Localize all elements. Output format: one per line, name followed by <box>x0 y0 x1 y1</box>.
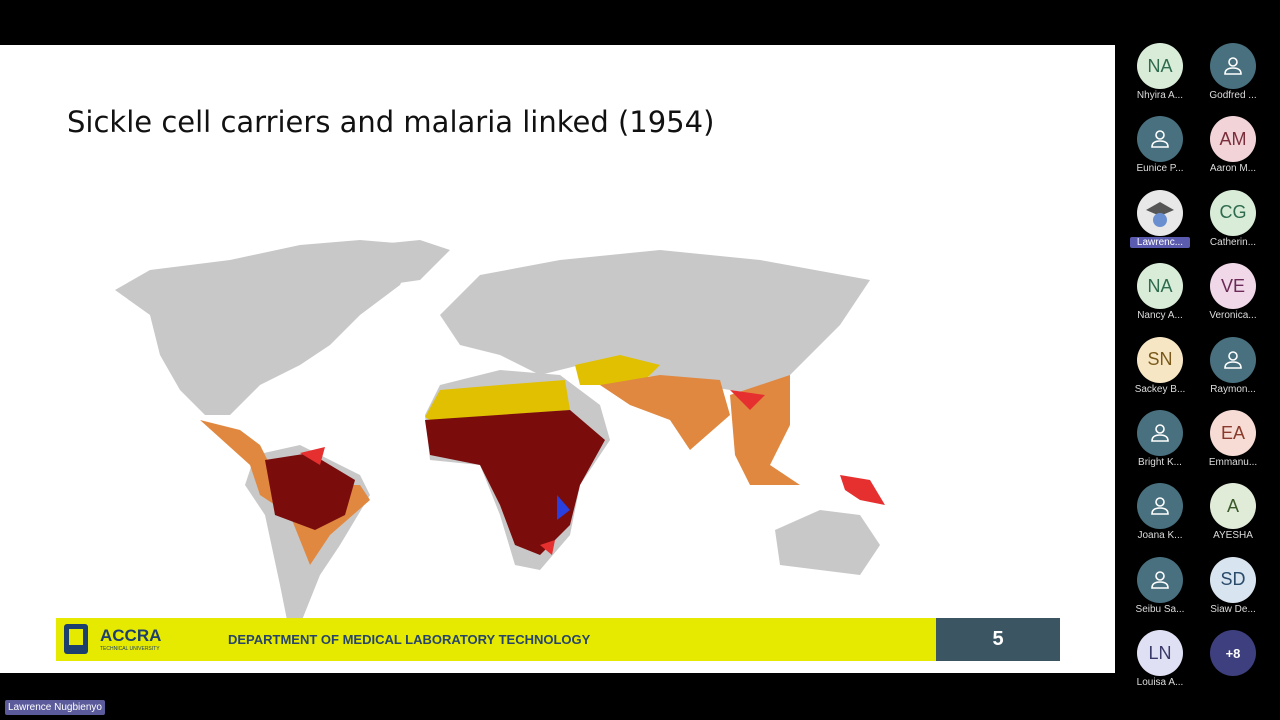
participant-name: Nancy A... <box>1137 310 1183 322</box>
participant-name: Bright K... <box>1138 457 1182 468</box>
avatar: CG <box>1210 189 1256 236</box>
participant-name: Lawrenc... <box>1130 236 1190 248</box>
participant[interactable]: Bright K... <box>1123 410 1197 468</box>
avatar: VE <box>1210 263 1256 310</box>
logo-name: ACCRA <box>100 626 162 645</box>
participant-name: Aaron M... <box>1209 163 1257 175</box>
avatar: SN <box>1137 336 1183 383</box>
participant[interactable]: NA Nancy A... <box>1123 263 1197 321</box>
participant[interactable]: Raymon... <box>1196 336 1270 395</box>
avatar: NA <box>1137 263 1183 310</box>
world-map <box>115 240 885 635</box>
more-count[interactable]: +8 <box>1210 630 1256 677</box>
avatar: NA <box>1137 43 1183 89</box>
participant-name: Catherin... <box>1209 236 1257 248</box>
participant-name: Eunice P... <box>1136 163 1184 175</box>
participant[interactable]: EA Emmanu... <box>1196 410 1270 468</box>
participant[interactable]: Eunice P... <box>1123 116 1197 174</box>
participant-name: AYESHA <box>1213 530 1253 542</box>
avatar <box>1210 43 1256 89</box>
avatar: EA <box>1210 410 1256 456</box>
participant[interactable]: NA Nhyira A... <box>1123 43 1197 101</box>
avatar: A <box>1210 483 1256 530</box>
slide-title: Sickle cell carriers and malaria linked … <box>67 105 715 139</box>
participant[interactable]: Seibu Sa... <box>1123 556 1197 615</box>
participant-name: Sackey B... <box>1134 383 1186 395</box>
participant-name: Seibu Sa... <box>1135 603 1185 615</box>
logo: ACCRA TECHNICAL UNIVERSITY <box>56 618 166 661</box>
avatar: SD <box>1210 556 1256 603</box>
participant-name: Louisa A... <box>1136 677 1184 689</box>
avatar <box>1137 483 1183 530</box>
participant-name: Raymon... <box>1210 383 1256 395</box>
department: DEPARTMENT OF MEDICAL LABORATORY TECHNOL… <box>228 632 591 647</box>
participant[interactable]: LN Louisa A... <box>1123 630 1197 688</box>
participant[interactable]: AM Aaron M... <box>1196 116 1270 174</box>
participant-name: Veronica... <box>1209 310 1257 322</box>
more-participants[interactable]: +8 <box>1196 630 1270 677</box>
participant[interactable]: CG Catherin... <box>1196 189 1270 248</box>
avatar <box>1137 556 1183 603</box>
logo-subtitle: TECHNICAL UNIVERSITY <box>100 646 160 652</box>
participant-name: Joana K... <box>1137 530 1183 542</box>
participant[interactable]: VE Veronica... <box>1196 263 1270 321</box>
participant-name: Nhyira A... <box>1136 90 1184 101</box>
participant[interactable]: Joana K... <box>1123 483 1197 541</box>
participant[interactable]: A AYESHA <box>1196 483 1270 541</box>
avatar: LN <box>1137 630 1183 677</box>
participant-name: Siaw De... <box>1210 603 1256 615</box>
page-number: 5 <box>936 618 1060 661</box>
avatar <box>1210 336 1256 383</box>
footer-bar: ACCRA TECHNICAL UNIVERSITY DEPARTMENT OF… <box>56 618 1060 661</box>
participant-name: Godfred ... <box>1209 90 1257 101</box>
participant[interactable]: Godfred ... <box>1196 43 1270 101</box>
logo-emblem <box>64 624 88 654</box>
slide: Sickle cell carriers and malaria linked … <box>0 45 1115 673</box>
speaker-name: Lawrence Nugbienyo <box>5 700 105 715</box>
participant[interactable]: SD Siaw De... <box>1196 556 1270 615</box>
participant[interactable]: SN Sackey B... <box>1123 336 1197 395</box>
avatar: AM <box>1210 116 1256 163</box>
participant[interactable]: Lawrenc... <box>1123 189 1197 248</box>
avatar <box>1137 189 1183 236</box>
participant-name: Emmanu... <box>1208 457 1258 468</box>
avatar <box>1137 410 1183 456</box>
avatar <box>1137 116 1183 163</box>
